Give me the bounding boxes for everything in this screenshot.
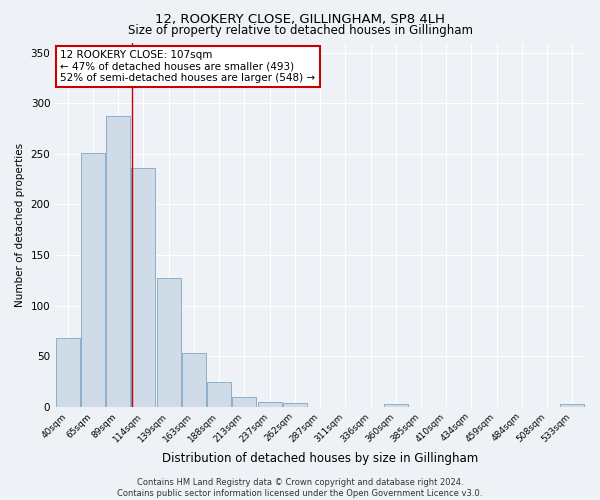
Text: Size of property relative to detached houses in Gillingham: Size of property relative to detached ho… — [128, 24, 473, 37]
Text: 12 ROOKERY CLOSE: 107sqm
← 47% of detached houses are smaller (493)
52% of semi-: 12 ROOKERY CLOSE: 107sqm ← 47% of detach… — [61, 50, 316, 83]
Bar — [232, 396, 256, 406]
Bar — [81, 153, 105, 406]
Bar — [182, 353, 206, 406]
Bar — [384, 404, 408, 406]
Bar — [56, 338, 80, 406]
Bar — [207, 382, 231, 406]
X-axis label: Distribution of detached houses by size in Gillingham: Distribution of detached houses by size … — [162, 452, 478, 465]
Bar — [157, 278, 181, 406]
Text: Contains HM Land Registry data © Crown copyright and database right 2024.
Contai: Contains HM Land Registry data © Crown c… — [118, 478, 482, 498]
Y-axis label: Number of detached properties: Number of detached properties — [15, 142, 25, 306]
Bar — [106, 116, 130, 406]
Bar — [283, 402, 307, 406]
Bar — [560, 404, 584, 406]
Bar — [257, 402, 281, 406]
Bar — [131, 168, 155, 406]
Text: 12, ROOKERY CLOSE, GILLINGHAM, SP8 4LH: 12, ROOKERY CLOSE, GILLINGHAM, SP8 4LH — [155, 12, 445, 26]
